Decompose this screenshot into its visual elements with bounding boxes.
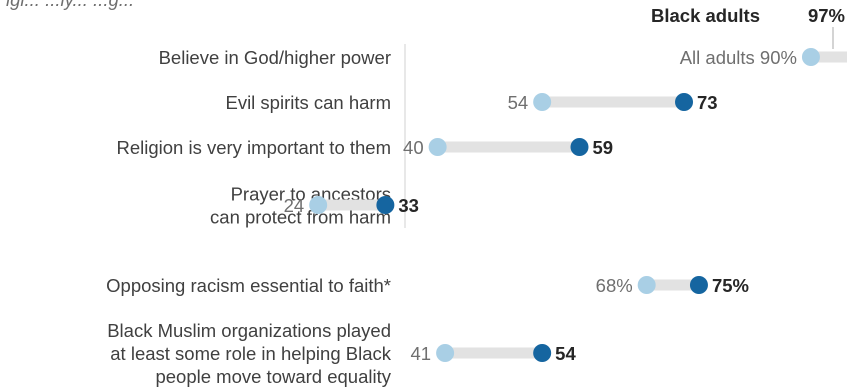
black-adults-dot bbox=[689, 276, 708, 294]
black-adults-value-label: 73 bbox=[697, 92, 718, 113]
all-adults-value-label: 40 bbox=[403, 137, 424, 158]
all-adults-value-label: All adults 90% bbox=[680, 47, 797, 68]
row-label-5: Opposing racism essential to faith* bbox=[106, 275, 391, 296]
all-adults-dot bbox=[637, 276, 656, 294]
all-adults-dot bbox=[533, 93, 552, 111]
all-adults-dot bbox=[801, 48, 820, 66]
black-adults-dot bbox=[570, 138, 589, 156]
black-adults-value-label: 75% bbox=[712, 275, 749, 296]
row-label-4: Prayer to ancestors bbox=[231, 184, 391, 205]
chart-rows: Believe in God/higher power All adults 90… bbox=[106, 47, 847, 387]
black-adults-value-label: 33 bbox=[398, 195, 419, 216]
clipped-title-text: igi... ...ly... ...g... bbox=[6, 0, 134, 10]
all-adults-value-label: 68% bbox=[596, 275, 633, 296]
row-label-6: at least some role in helping Black bbox=[110, 343, 391, 364]
row-label-6: people move toward equality bbox=[155, 366, 391, 387]
all-adults-dot bbox=[436, 344, 455, 362]
row-label-2: Evil spirits can harm bbox=[225, 92, 391, 113]
legend-black-adults-value: 97% bbox=[808, 5, 845, 26]
all-adults-value-label: 24 bbox=[284, 195, 305, 216]
all-adults-dot bbox=[309, 196, 328, 214]
row-label-3: Religion is very important to them bbox=[116, 137, 391, 158]
black-adults-value-label: 59 bbox=[592, 137, 613, 158]
legend-black-adults-label: Black adults bbox=[651, 5, 760, 26]
black-adults-value-label: 54 bbox=[555, 343, 576, 364]
row-label-6: Black Muslim organizations played bbox=[107, 320, 391, 341]
all-adults-dot bbox=[428, 138, 447, 156]
all-adults-value-label: 54 bbox=[508, 92, 529, 113]
row-label-4: can protect from harm bbox=[210, 207, 391, 228]
all-adults-value-label: 41 bbox=[411, 343, 432, 364]
black-adults-dot bbox=[675, 93, 694, 111]
row-label-1: Believe in God/higher power bbox=[159, 47, 391, 68]
black-adults-dot bbox=[376, 196, 395, 214]
black-adults-dot bbox=[533, 344, 552, 362]
